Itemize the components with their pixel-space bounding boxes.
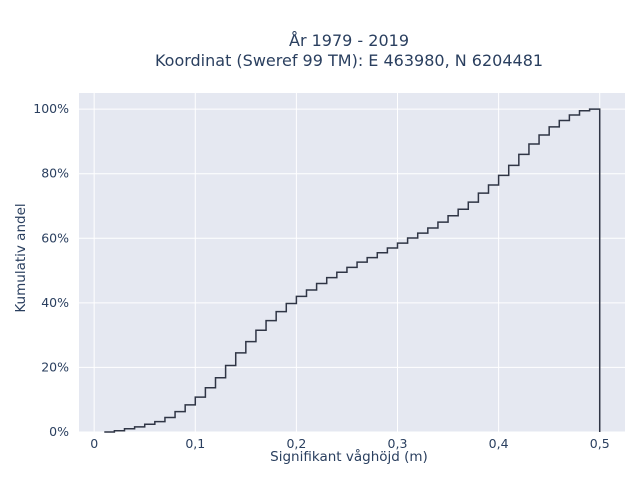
- chart-title-line-2: Koordinat (Sweref 99 TM): E 463980, N 62…: [155, 51, 543, 70]
- chart-title-line-1: År 1979 - 2019: [289, 31, 409, 50]
- x-tick-label: 0,2: [286, 436, 306, 451]
- x-tick-label: 0,1: [185, 436, 205, 451]
- x-tick-label: 0,3: [388, 436, 408, 451]
- y-tick-label: 40%: [41, 295, 69, 310]
- y-tick-label: 60%: [41, 230, 69, 245]
- y-axis-title: Kumulativ andel: [13, 203, 29, 312]
- x-axis-title: Signifikant våghöjd (m): [270, 448, 428, 465]
- cumulative-step-line: [104, 108, 601, 433]
- x-tick-label: 0,4: [489, 436, 509, 451]
- y-tick-label: 100%: [33, 101, 69, 116]
- plot-area: [79, 93, 625, 432]
- tick-labels: 0 0,1 0,2 0,3 0,4 0,5 0% 20% 40% 60% 80% 100%: [33, 101, 609, 451]
- y-tick-label: 0%: [49, 424, 69, 439]
- x-tick-label: 0,5: [590, 436, 610, 451]
- series-layer: [104, 108, 601, 433]
- x-tick-label: 0: [90, 436, 98, 451]
- y-tick-label: 80%: [41, 166, 69, 181]
- y-tick-label: 20%: [41, 359, 69, 374]
